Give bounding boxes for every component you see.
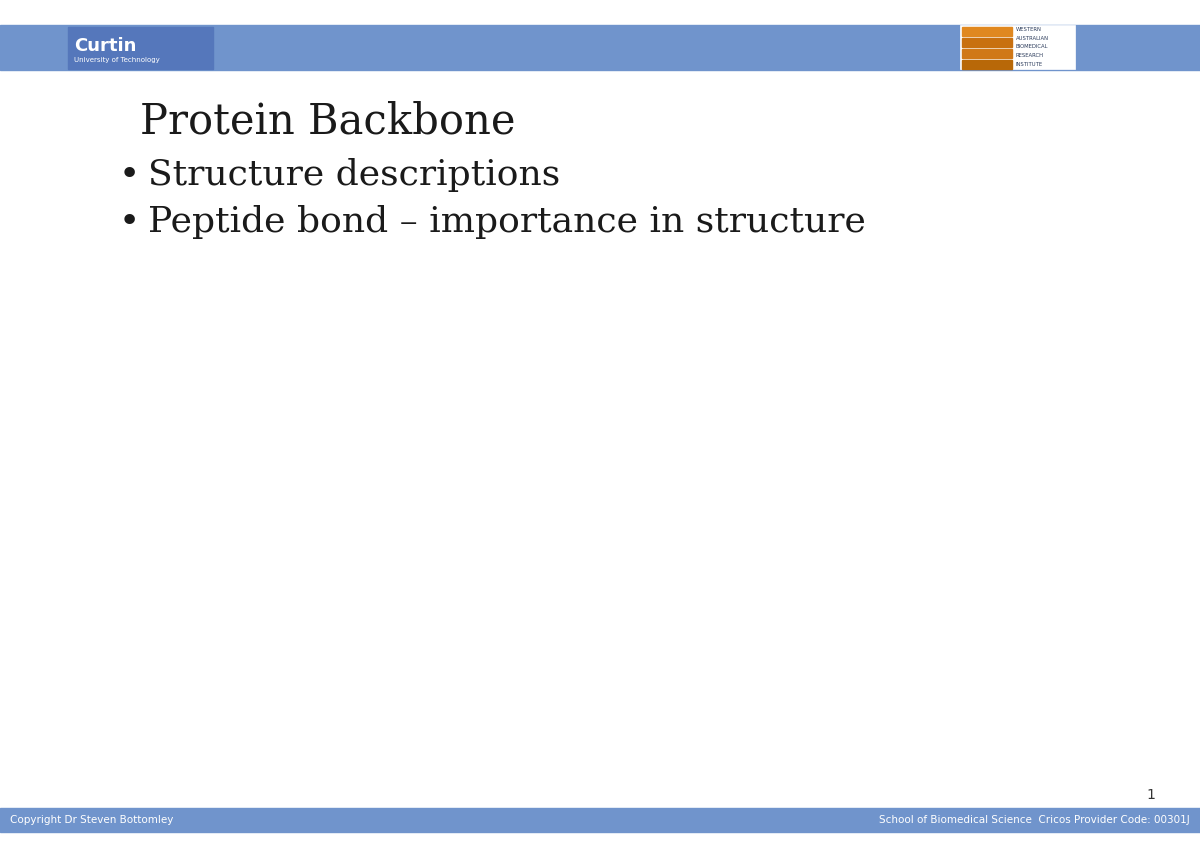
Text: Protein Backbone: Protein Backbone	[140, 100, 516, 142]
Text: University of Technology: University of Technology	[74, 57, 160, 63]
Bar	[68, 27, 214, 69]
Text: INSTITUTE: INSTITUTE	[1015, 62, 1043, 67]
Text: •: •	[119, 205, 140, 239]
Bar	[0, 808, 1200, 832]
Bar	[962, 26, 1012, 36]
Bar	[962, 48, 1012, 58]
Text: Structure descriptions: Structure descriptions	[148, 158, 560, 192]
Text: WESTERN: WESTERN	[1015, 27, 1042, 32]
Text: RESEARCH: RESEARCH	[1015, 53, 1044, 59]
Text: School of Biomedical Science  Cricos Provider Code: 00301J: School of Biomedical Science Cricos Prov…	[880, 815, 1190, 825]
Text: Copyright Dr Steven Bottomley: Copyright Dr Steven Bottomley	[10, 815, 173, 825]
Bar	[960, 25, 1075, 69]
Bar	[962, 59, 1012, 69]
Text: 1: 1	[1146, 788, 1154, 802]
Text: AUSTRALIAN: AUSTRALIAN	[1015, 36, 1049, 41]
Text: BIOMEDICAL: BIOMEDICAL	[1015, 44, 1049, 49]
Text: Peptide bond – importance in structure: Peptide bond – importance in structure	[148, 205, 866, 239]
Text: Curtin: Curtin	[74, 37, 137, 55]
Bar	[0, 25, 1200, 70]
Text: •: •	[119, 158, 140, 192]
Bar	[962, 37, 1012, 47]
